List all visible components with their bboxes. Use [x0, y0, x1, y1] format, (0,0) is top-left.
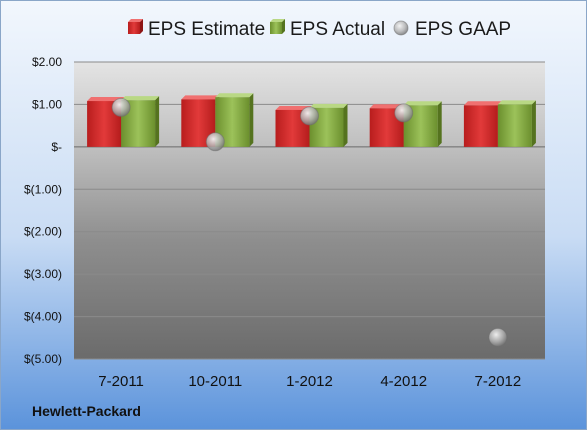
y-tick-label: $(4.00): [24, 310, 62, 324]
legend-label: EPS Actual: [290, 19, 385, 40]
legend-swatch: [270, 22, 282, 34]
legend-swatch: [128, 22, 140, 34]
x-category-label: 7-2011: [98, 373, 144, 390]
y-tick-label: $(1.00): [24, 182, 62, 196]
bars: [87, 93, 536, 147]
y-tick-label: $(3.00): [24, 267, 62, 281]
y-axis-tick-labels: $2.00 $1.00 $- $(1.00) $(2.00) $(3.00) $(4.00)…: [24, 55, 62, 366]
bar-eps-estimate: [463, 101, 502, 147]
y-tick-label: $2.00: [32, 55, 62, 69]
eps-gaap-point: [488, 327, 508, 347]
legend-item: EPS GAAP: [393, 19, 511, 40]
y-tick-label: $(5.00): [24, 352, 62, 366]
y-tick-label: $-: [51, 140, 62, 154]
legend-label: EPS GAAP: [415, 19, 511, 40]
eps-gaap-point: [394, 103, 414, 123]
legend-swatch: [393, 20, 409, 36]
legend: EPS Estimate EPS Actual EPS GAAP: [128, 19, 511, 40]
eps-gaap-point: [205, 132, 225, 152]
y-tick-label: $1.00: [32, 97, 62, 111]
legend-label: EPS Estimate: [148, 19, 265, 40]
x-category-label: 4-2012: [380, 373, 427, 390]
bar-eps-actual: [497, 100, 536, 147]
gaap-points: [111, 97, 508, 347]
y-tick-label: $(2.00): [24, 225, 62, 239]
eps-gaap-point: [111, 97, 131, 117]
company-label: Hewlett-Packard: [32, 403, 141, 419]
x-category-label: 10-2011: [188, 373, 242, 390]
x-category-label: 7-2012: [475, 373, 522, 390]
x-category-label: 1-2012: [286, 373, 333, 390]
eps-gaap-point: [300, 106, 319, 126]
legend-item: EPS Actual: [270, 19, 385, 40]
x-axis-category-labels: 7-2011 10-2011 1-2012 4-2012 7-2012: [98, 373, 521, 390]
legend-item: EPS Estimate: [128, 19, 265, 40]
